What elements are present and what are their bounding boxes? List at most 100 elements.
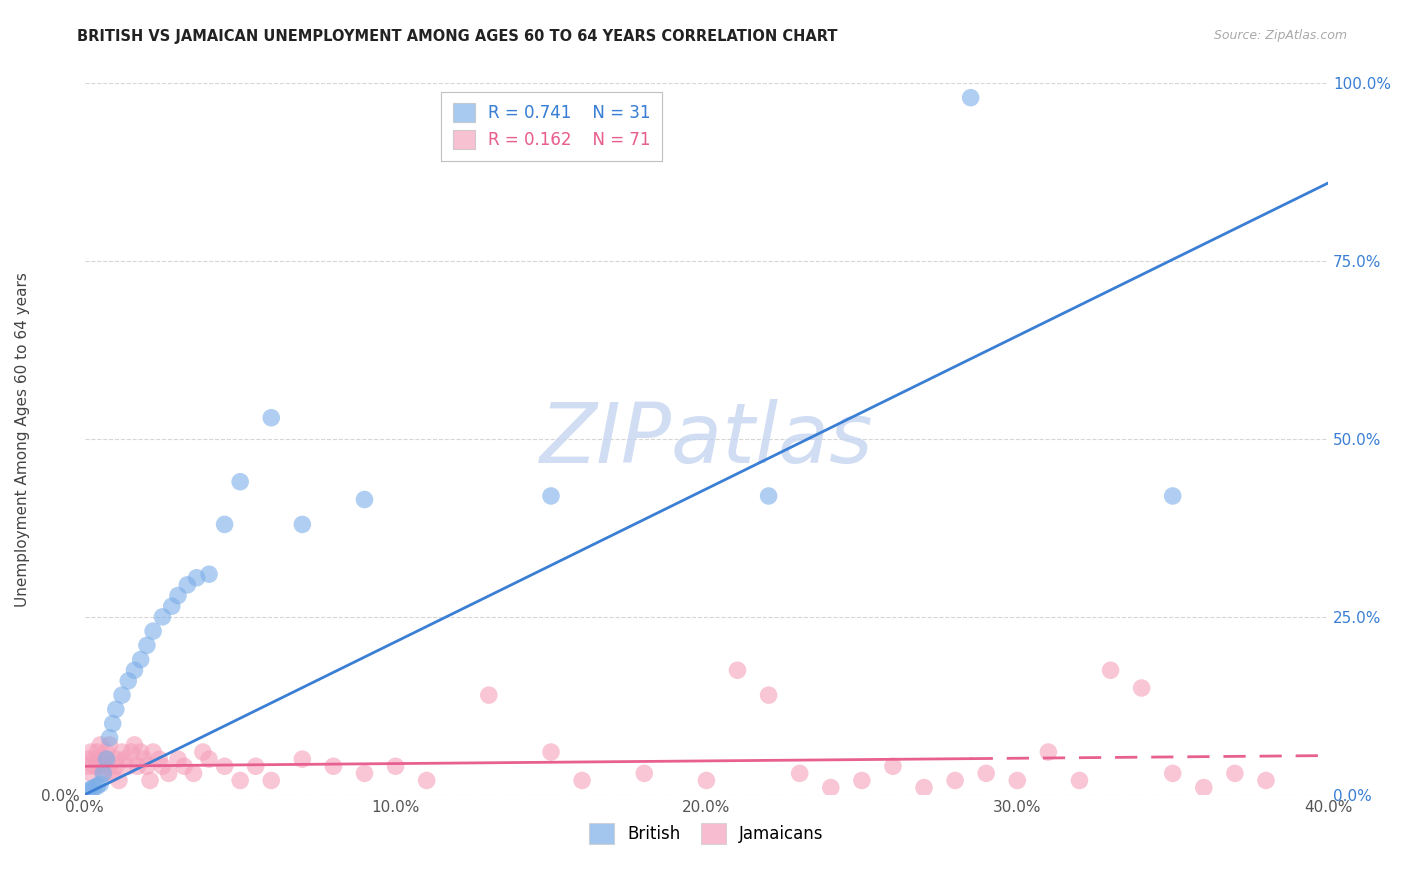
Point — [229, 475, 252, 489]
Point — [80, 782, 103, 797]
Point — [173, 759, 195, 773]
Point — [198, 567, 221, 582]
Point — [943, 773, 966, 788]
Point — [353, 766, 375, 780]
Text: BRITISH VS JAMAICAN UNEMPLOYMENT AMONG AGES 60 TO 64 YEARS CORRELATION CHART: BRITISH VS JAMAICAN UNEMPLOYMENT AMONG A… — [77, 29, 838, 44]
Point — [83, 759, 105, 773]
Point — [96, 752, 118, 766]
Point — [104, 759, 127, 773]
Point — [1038, 745, 1060, 759]
Point — [124, 738, 146, 752]
Point — [89, 738, 111, 752]
Point — [127, 759, 149, 773]
Point — [1161, 766, 1184, 780]
Point — [93, 766, 115, 780]
Point — [139, 773, 162, 788]
Point — [98, 759, 121, 773]
Point — [633, 766, 655, 780]
Text: ZIPatlas: ZIPatlas — [540, 399, 873, 480]
Point — [101, 716, 124, 731]
Point — [229, 773, 252, 788]
Point — [851, 773, 873, 788]
Point — [124, 663, 146, 677]
Point — [135, 638, 157, 652]
Point — [478, 688, 501, 702]
Point — [129, 652, 152, 666]
Point — [76, 784, 98, 798]
Point — [114, 752, 136, 766]
Point — [96, 752, 118, 766]
Point — [86, 779, 108, 793]
Point — [260, 773, 283, 788]
Point — [789, 766, 811, 780]
Point — [86, 759, 108, 773]
Point — [86, 745, 108, 759]
Point — [93, 766, 115, 780]
Point — [186, 571, 208, 585]
Point — [120, 745, 142, 759]
Point — [1161, 489, 1184, 503]
Point — [183, 766, 205, 780]
Point — [142, 624, 165, 639]
Point — [80, 745, 103, 759]
Point — [1069, 773, 1091, 788]
Text: Source: ZipAtlas.com: Source: ZipAtlas.com — [1213, 29, 1347, 42]
Point — [117, 759, 139, 773]
Point — [111, 688, 134, 702]
Point — [160, 599, 183, 614]
Point — [1223, 766, 1246, 780]
Point — [104, 702, 127, 716]
Point — [415, 773, 437, 788]
Point — [959, 90, 981, 104]
Point — [132, 752, 155, 766]
Point — [191, 745, 214, 759]
Point — [104, 752, 127, 766]
Point — [1007, 773, 1029, 788]
Point — [571, 773, 593, 788]
Point — [157, 766, 180, 780]
Point — [540, 489, 562, 503]
Point — [1130, 681, 1153, 695]
Point — [820, 780, 842, 795]
Point — [83, 752, 105, 766]
Point — [384, 759, 406, 773]
Point — [322, 759, 344, 773]
Point — [695, 773, 717, 788]
Point — [291, 517, 314, 532]
Point — [89, 752, 111, 766]
Point — [1099, 663, 1122, 677]
Point — [758, 489, 780, 503]
Legend: R = 0.741    N = 31, R = 0.162    N = 71: R = 0.741 N = 31, R = 0.162 N = 71 — [441, 92, 662, 161]
Point — [98, 738, 121, 752]
Point — [76, 752, 98, 766]
Point — [152, 759, 174, 773]
Point — [291, 752, 314, 766]
Point — [96, 745, 118, 759]
Point — [214, 517, 236, 532]
Point — [135, 759, 157, 773]
Point — [108, 773, 131, 788]
Point — [245, 759, 267, 773]
Point — [148, 752, 170, 766]
Point — [152, 610, 174, 624]
Point — [353, 492, 375, 507]
Point — [974, 766, 997, 780]
Point — [93, 759, 115, 773]
Point — [260, 410, 283, 425]
Point — [142, 745, 165, 759]
Point — [101, 766, 124, 780]
Y-axis label: Unemployment Among Ages 60 to 64 years: Unemployment Among Ages 60 to 64 years — [15, 272, 30, 607]
Point — [758, 688, 780, 702]
Point — [882, 759, 904, 773]
Point — [89, 777, 111, 791]
Point — [129, 745, 152, 759]
Point — [1192, 780, 1215, 795]
Point — [117, 673, 139, 688]
Point — [176, 578, 198, 592]
Point — [76, 759, 98, 773]
Point — [111, 745, 134, 759]
Point — [214, 759, 236, 773]
Point — [167, 589, 190, 603]
Point — [167, 752, 190, 766]
Point — [727, 663, 749, 677]
